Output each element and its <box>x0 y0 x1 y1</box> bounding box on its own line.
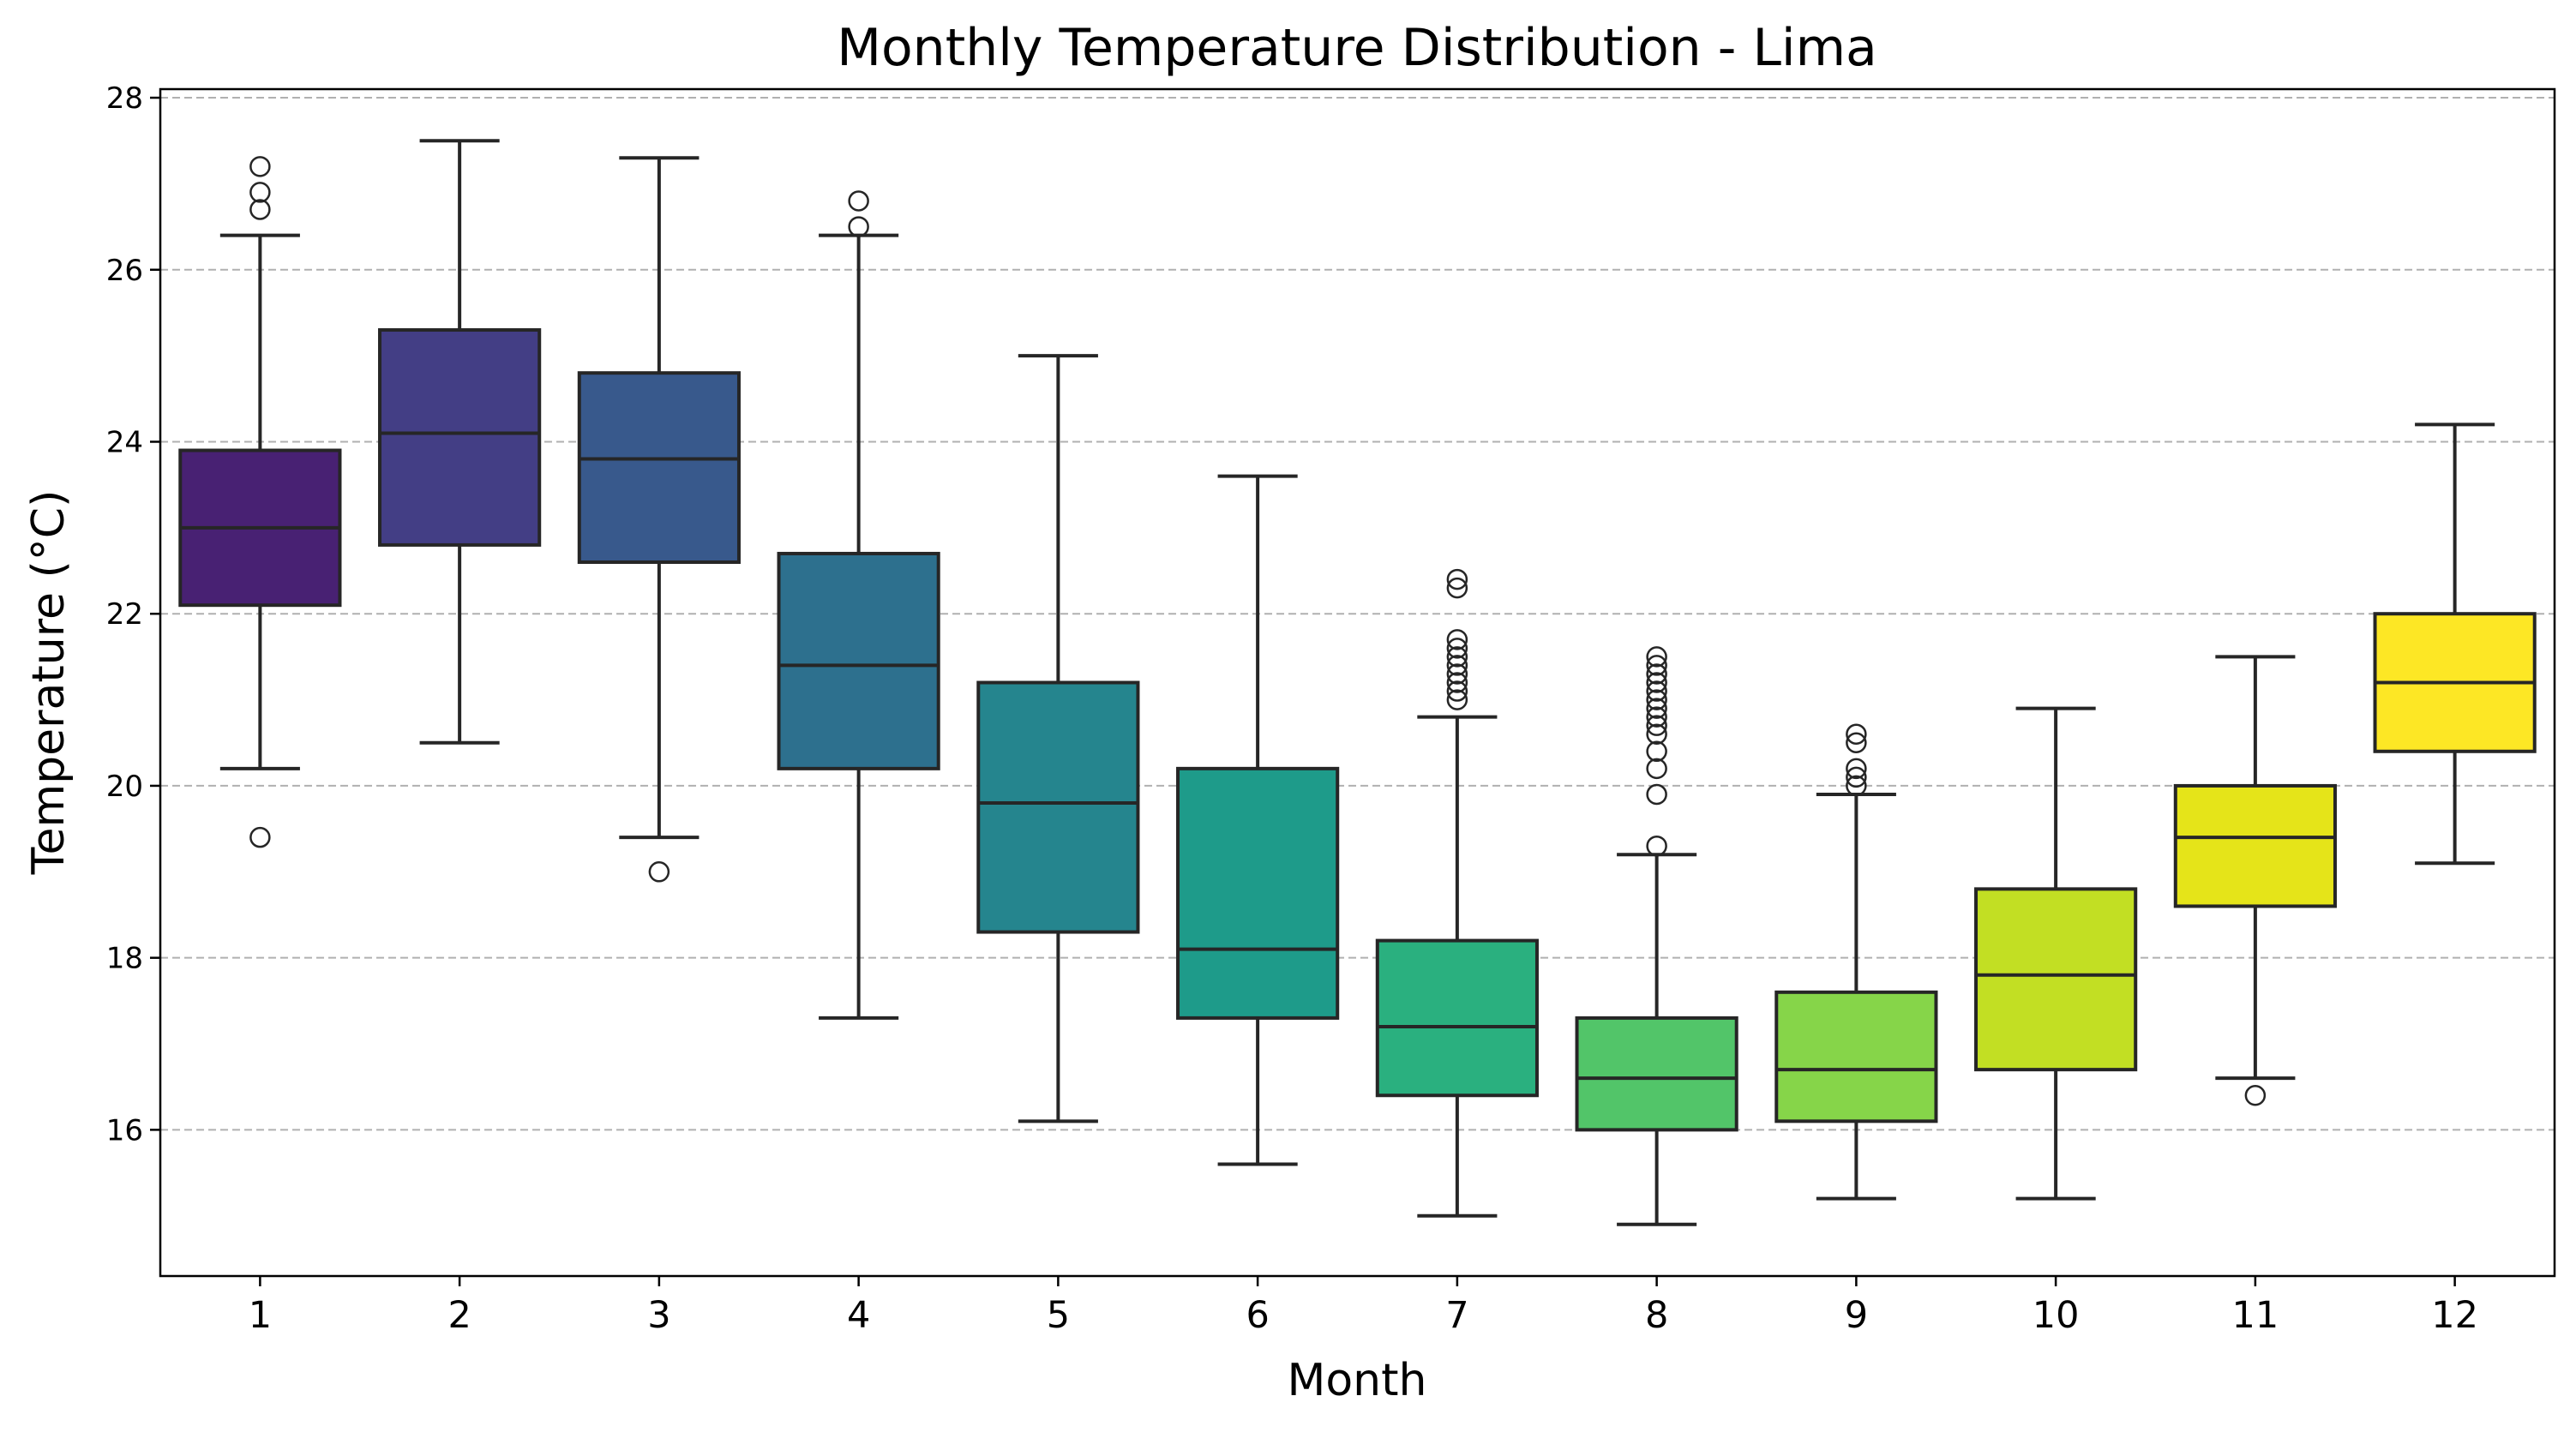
box-iqr <box>777 551 940 770</box>
y-tick-label: 16 <box>106 1113 143 1147</box>
x-axis-label: Month <box>1288 1355 1427 1406</box>
outlier-point <box>1446 689 1468 710</box>
outlier-point <box>1646 783 1667 806</box>
outlier-point <box>648 861 670 883</box>
box-month-5 <box>976 354 1140 1123</box>
box-iqr <box>1176 766 1340 1020</box>
outlier-point <box>1646 646 1667 668</box>
x-tick-label: 8 <box>1645 1294 1668 1337</box>
box-month-3 <box>577 156 741 883</box>
outlier-point <box>1646 689 1667 710</box>
box-month-6 <box>1176 474 1340 1166</box>
box-iqr <box>1575 1016 1738 1132</box>
outlier-point <box>1446 629 1468 650</box>
x-tick-label: 4 <box>847 1294 870 1337</box>
x-tick-label: 6 <box>1246 1294 1269 1337</box>
box-month-10 <box>1974 706 2138 1201</box>
outlier-point <box>249 182 271 203</box>
box-iqr <box>577 371 741 564</box>
outlier-point <box>1646 740 1667 763</box>
outlier-point <box>1446 672 1468 693</box>
outlier-point <box>249 826 271 848</box>
x-tick-label: 11 <box>2232 1294 2279 1337</box>
outlier-point <box>1446 638 1468 659</box>
y-tick-label: 28 <box>106 81 143 116</box>
outlier-point <box>1446 577 1468 599</box>
plot-frame <box>159 87 2556 1278</box>
box-month-8 <box>1575 646 1738 1226</box>
chart-title: Monthly Temperature Distribution - Lima <box>837 18 1877 78</box>
outlier-point <box>249 199 271 220</box>
box-month-2 <box>378 139 542 745</box>
y-tick-label: 24 <box>106 425 143 459</box>
outlier-point <box>1846 723 1867 745</box>
outlier-point <box>1846 732 1867 754</box>
outlier-point <box>2244 1084 2267 1106</box>
x-tick-label: 10 <box>2033 1294 2080 1337</box>
outlier-point <box>1446 655 1468 676</box>
outlier-point <box>1646 663 1667 685</box>
y-tick-label: 26 <box>106 254 143 288</box>
y-tick-label: 20 <box>106 770 143 804</box>
outlier-point <box>1446 568 1468 590</box>
box-plots <box>178 139 2537 1226</box>
outlier-point <box>1646 758 1667 780</box>
outlier-point <box>1846 766 1867 788</box>
box-month-7 <box>1375 568 1539 1218</box>
y-tick-label: 18 <box>106 942 143 976</box>
x-tick-label: 9 <box>1845 1294 1868 1337</box>
outlier-point <box>1646 706 1667 728</box>
outlier-point <box>1446 680 1468 702</box>
x-tick-label: 12 <box>2431 1294 2478 1337</box>
outlier-point <box>249 156 271 177</box>
outlier-point <box>1646 680 1667 702</box>
outlier-point <box>1846 758 1867 780</box>
x-tick-label: 2 <box>447 1294 471 1337</box>
outlier-point <box>1646 655 1667 676</box>
x-tick-label: 5 <box>1047 1294 1070 1337</box>
x-tick-label: 7 <box>1445 1294 1468 1337</box>
outlier-point <box>1646 723 1667 745</box>
grid-lines <box>160 97 2555 1131</box>
box-month-4 <box>777 190 940 1020</box>
outlier-point <box>1846 775 1867 797</box>
outlier-point <box>848 190 869 212</box>
box-iqr <box>1974 887 2138 1072</box>
box-month-11 <box>2173 655 2337 1106</box>
box-month-1 <box>178 156 342 848</box>
outlier-point <box>848 216 869 237</box>
box-iqr <box>976 680 1140 934</box>
outlier-point <box>1446 663 1468 685</box>
outlier-point <box>1646 835 1667 857</box>
outlier-point <box>1446 646 1468 668</box>
outlier-point <box>1646 672 1667 693</box>
outlier-point <box>1646 698 1667 719</box>
x-tick-label: 1 <box>249 1294 272 1337</box>
y-tick-label: 22 <box>106 597 143 632</box>
box-iqr <box>2173 783 2337 908</box>
y-axis: 16 18 20 22 24 26 28 <box>106 81 160 1147</box>
x-axis: 1 2 3 4 5 6 7 8 9 10 11 12 <box>249 1276 2478 1337</box>
outlier-point <box>1646 715 1667 736</box>
box-month-9 <box>1774 723 1938 1201</box>
box-iqr <box>1774 990 1938 1123</box>
x-tick-label: 3 <box>647 1294 670 1337</box>
box-iqr <box>1375 938 1539 1098</box>
box-month-12 <box>2373 422 2537 866</box>
y-axis-label: Temperature (°C) <box>23 490 75 876</box>
box-iqr <box>378 328 542 547</box>
